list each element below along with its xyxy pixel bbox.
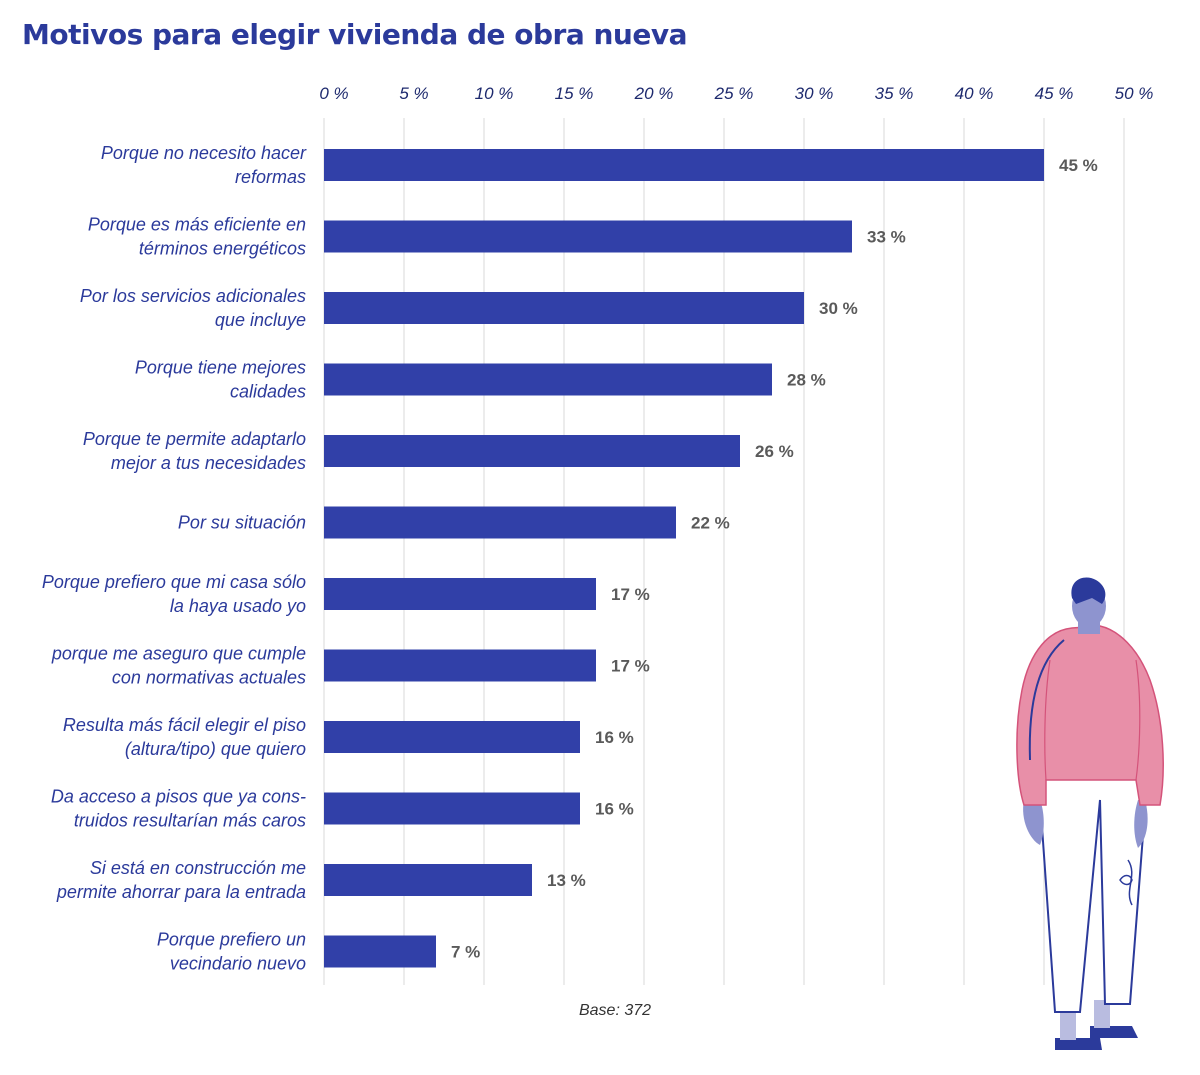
bar [324, 649, 596, 682]
category-label: Porque prefiero un vecindario nuevo [157, 930, 306, 974]
bar [324, 506, 676, 539]
x-tick-label: 0 % [319, 84, 348, 103]
x-tick-label: 10 % [475, 84, 514, 103]
category-label: Porque prefiero que mi casa sólo la haya … [42, 572, 306, 616]
trousers-icon [1036, 769, 1150, 1013]
category-label: Si está en construcción me permite ahorra… [56, 858, 306, 902]
x-tick-label: 5 % [399, 84, 428, 103]
category-label: porque me aseguro que cumple con normativ… [51, 644, 306, 688]
bar [324, 864, 532, 896]
bar [324, 435, 740, 467]
bar-value-label: 16 % [595, 800, 634, 819]
bar [324, 578, 596, 610]
x-tick-label: 45 % [1035, 84, 1074, 103]
category-label: Porque no necesito hacer reformas [101, 143, 307, 187]
bar-value-label: 28 % [787, 371, 826, 390]
bar-value-label: 30 % [819, 299, 858, 318]
category-label: Resulta más fácil elegir el piso (altura/… [63, 715, 306, 759]
sweater-icon [1016, 625, 1164, 806]
bar-value-label: 45 % [1059, 156, 1098, 175]
base-footnote: Base: 372 [578, 1002, 652, 1019]
x-tick-label: 15 % [555, 84, 594, 103]
category-labels: Porque no necesito hacer reformas Porque e… [42, 143, 307, 974]
bar-value-label: 26 % [755, 442, 794, 461]
x-tick-label: 40 % [955, 84, 994, 103]
bar [324, 363, 772, 396]
bar-value-label: 17 % [611, 657, 650, 676]
x-tick-label: 20 % [634, 84, 674, 103]
person-illustration [1016, 577, 1164, 1050]
chart-title: Motivos para elegir vivienda de obra nue… [22, 18, 687, 51]
value-labels: 45 % 33 % 30 % 28 % 26 % 22 % 17 % 17 % 16 % 16 %… [451, 156, 1098, 962]
bar-value-label: 16 % [595, 728, 634, 747]
x-tick-label: 35 % [875, 84, 914, 103]
category-label: Da acceso a pisos que ya cons-truidos re… [51, 787, 306, 831]
category-label: Por los servicios adicionales que incluye [80, 286, 306, 330]
x-tick-label: 25 % [714, 84, 754, 103]
category-label: Porque es más eficiente en términos energ… [88, 215, 306, 259]
hair-icon [1071, 577, 1106, 604]
bar-value-label: 33 % [867, 228, 906, 247]
bar [324, 935, 436, 968]
bar-value-label: 7 % [451, 943, 480, 962]
bar [324, 792, 580, 825]
bar-value-label: 13 % [547, 871, 586, 890]
bar [324, 149, 1044, 181]
category-label: Por su situación [178, 513, 306, 533]
bar [324, 292, 804, 324]
bar-value-label: 17 % [611, 585, 650, 604]
bar [324, 220, 852, 253]
bar [324, 721, 580, 753]
left-shoe-icon [1055, 1038, 1102, 1050]
bar-value-label: 22 % [691, 514, 730, 533]
category-label: Porque te permite adaptarlo mejor a tus n… [83, 429, 306, 473]
bars [324, 149, 1044, 968]
x-tick-label: 50 % [1115, 84, 1154, 103]
right-shoe-icon [1090, 1026, 1138, 1038]
x-tick-label: 30 % [795, 84, 834, 103]
x-axis-ticks: 0 % 5 % 10 % 15 % 20 % 25 % 30 % 35 % 40 % 45 % 50… [319, 84, 1153, 103]
category-label: Porque tiene mejores calidades [135, 358, 306, 402]
